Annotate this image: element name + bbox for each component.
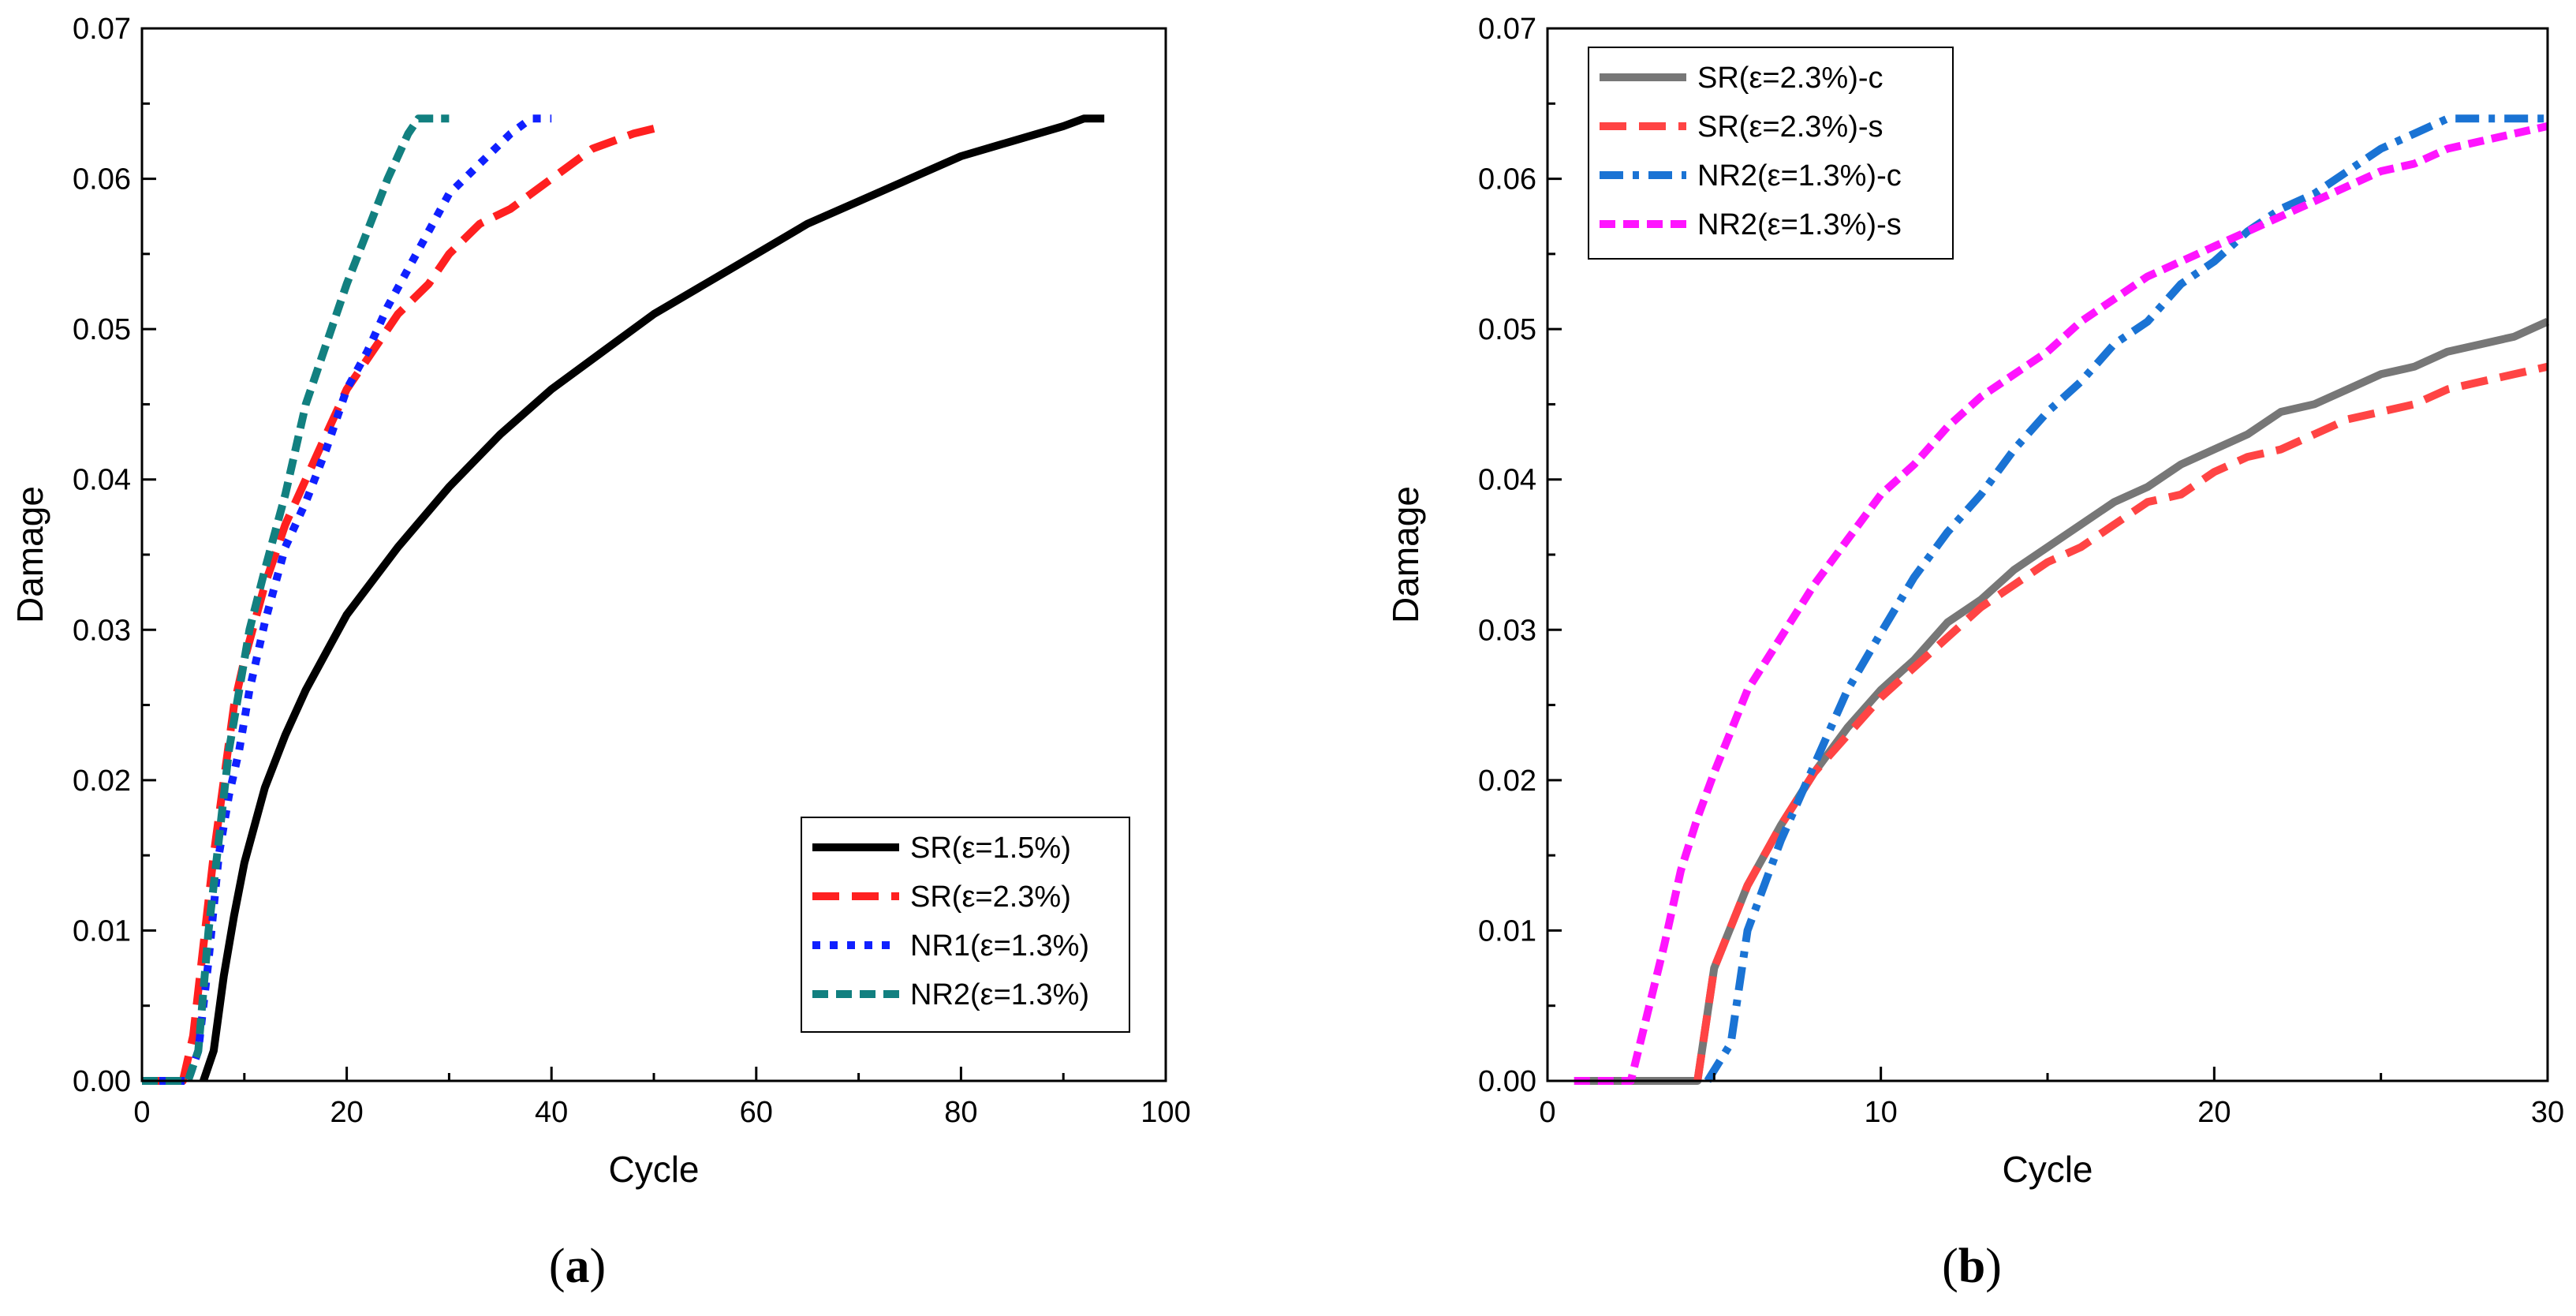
- y-tick-label: 0.06: [1478, 163, 1536, 196]
- x-tick-label: 0: [133, 1096, 150, 1129]
- y-tick-label: 0.03: [1478, 614, 1536, 647]
- panel-label-b: (b): [1942, 1239, 2002, 1293]
- x-tick-label: 20: [330, 1096, 363, 1129]
- y-tick-label: 0.00: [1478, 1065, 1536, 1098]
- y-tick-label: 0.00: [73, 1065, 131, 1098]
- legend-label-4: NR2(ε=1.3%)-s: [1697, 208, 1902, 241]
- y-tick-label: 0.03: [73, 614, 131, 647]
- legend-label-4: NR2(ε=1.3%): [910, 978, 1089, 1011]
- y-tick-label: 0.02: [73, 765, 131, 798]
- series-line-1: [200, 114, 1105, 1082]
- legend-label-2: SR(ε=2.3%): [910, 880, 1071, 914]
- legend-label-3: NR1(ε=1.3%): [910, 929, 1089, 963]
- series-line-4: [1574, 122, 2549, 1085]
- y-tick-label: 0.06: [73, 163, 131, 196]
- legend-label-3: NR2(ε=1.3%)-c: [1697, 159, 1902, 193]
- y-tick-label: 0.05: [1478, 313, 1536, 346]
- x-tick-label: 60: [740, 1096, 773, 1129]
- y-tick-label: 0.05: [73, 313, 131, 346]
- x-tick-label: 30: [2531, 1096, 2564, 1129]
- x-tick-label: 0: [1539, 1096, 1555, 1129]
- y-axis-title: Damage: [9, 486, 50, 623]
- y-tick-label: 0.04: [1478, 464, 1536, 497]
- y-tick-label: 0.02: [1478, 765, 1536, 798]
- y-tick-label: 0.07: [1478, 13, 1536, 46]
- series-line-2: [1693, 362, 2549, 1082]
- x-tick-label: 40: [535, 1096, 568, 1129]
- series-line-3: [1704, 114, 2548, 1083]
- series-line-2: [142, 122, 666, 1085]
- legend-label-2: SR(ε=2.3%)-s: [1697, 110, 1883, 144]
- panel-label-a: (a): [549, 1239, 606, 1293]
- y-tick-label: 0.01: [73, 914, 131, 948]
- legend-label-1: SR(ε=2.3%)-c: [1697, 62, 1883, 95]
- x-tick-label: 100: [1141, 1096, 1190, 1129]
- x-tick-label: 10: [1865, 1096, 1898, 1129]
- series-line-1: [1574, 318, 2550, 1085]
- y-tick-label: 0.04: [73, 464, 131, 497]
- x-tick-label: 80: [944, 1096, 977, 1129]
- legend-label-1: SR(ε=1.5%): [910, 832, 1071, 865]
- x-axis-title: Cycle: [608, 1149, 699, 1190]
- x-tick-label: 20: [2197, 1096, 2231, 1129]
- series-line-3: [142, 114, 552, 1085]
- legend: [801, 817, 1130, 1033]
- series-line-4: [142, 114, 450, 1085]
- y-axis-title: Damage: [1385, 486, 1426, 623]
- panel-b: 0 10 20 30 0.00 0.01 0.02 0.03 0.04 0.05 0.06 0.07 C…: [1385, 13, 2564, 1190]
- y-tick-label: 0.01: [1478, 914, 1536, 948]
- y-tick-label: 0.07: [73, 13, 131, 46]
- x-axis-title: Cycle: [2002, 1149, 2093, 1190]
- panel-a: 0 20 40 60 80 100 0.00 0.01 0.02 0.03 0.04 0.05 0.06…: [9, 13, 1191, 1190]
